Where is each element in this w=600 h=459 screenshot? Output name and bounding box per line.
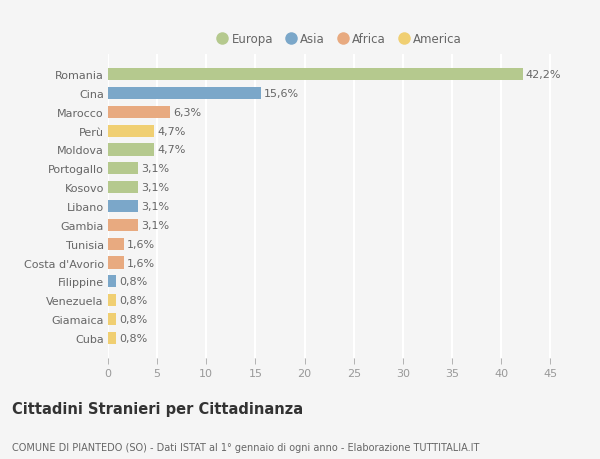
Text: 42,2%: 42,2% xyxy=(526,70,561,80)
Bar xyxy=(108,106,170,119)
Text: Cittadini Stranieri per Cittadinanza: Cittadini Stranieri per Cittadinanza xyxy=(12,401,303,416)
Bar xyxy=(108,88,262,100)
Text: 3,1%: 3,1% xyxy=(142,164,170,174)
Bar xyxy=(108,163,139,175)
Bar xyxy=(108,294,116,307)
Bar xyxy=(108,125,154,137)
Bar xyxy=(108,144,154,156)
Text: 15,6%: 15,6% xyxy=(264,89,299,99)
Bar xyxy=(108,69,523,81)
Text: 1,6%: 1,6% xyxy=(127,239,155,249)
Bar xyxy=(108,238,124,250)
Bar xyxy=(108,257,124,269)
Bar xyxy=(108,332,116,344)
Text: 0,8%: 0,8% xyxy=(119,277,147,287)
Text: 3,1%: 3,1% xyxy=(142,202,170,212)
Bar xyxy=(108,219,139,231)
Bar xyxy=(108,313,116,325)
Text: 0,8%: 0,8% xyxy=(119,333,147,343)
Text: 3,1%: 3,1% xyxy=(142,183,170,193)
Bar xyxy=(108,182,139,194)
Text: 4,7%: 4,7% xyxy=(157,126,185,136)
Text: 1,6%: 1,6% xyxy=(127,258,155,268)
Text: 4,7%: 4,7% xyxy=(157,145,185,155)
Text: COMUNE DI PIANTEDO (SO) - Dati ISTAT al 1° gennaio di ogni anno - Elaborazione T: COMUNE DI PIANTEDO (SO) - Dati ISTAT al … xyxy=(12,442,479,452)
Text: 0,8%: 0,8% xyxy=(119,296,147,306)
Legend: Europa, Asia, Africa, America: Europa, Asia, Africa, America xyxy=(216,33,462,46)
Text: 3,1%: 3,1% xyxy=(142,220,170,230)
Bar xyxy=(108,201,139,213)
Text: 0,8%: 0,8% xyxy=(119,314,147,325)
Bar xyxy=(108,276,116,288)
Text: 6,3%: 6,3% xyxy=(173,107,201,118)
